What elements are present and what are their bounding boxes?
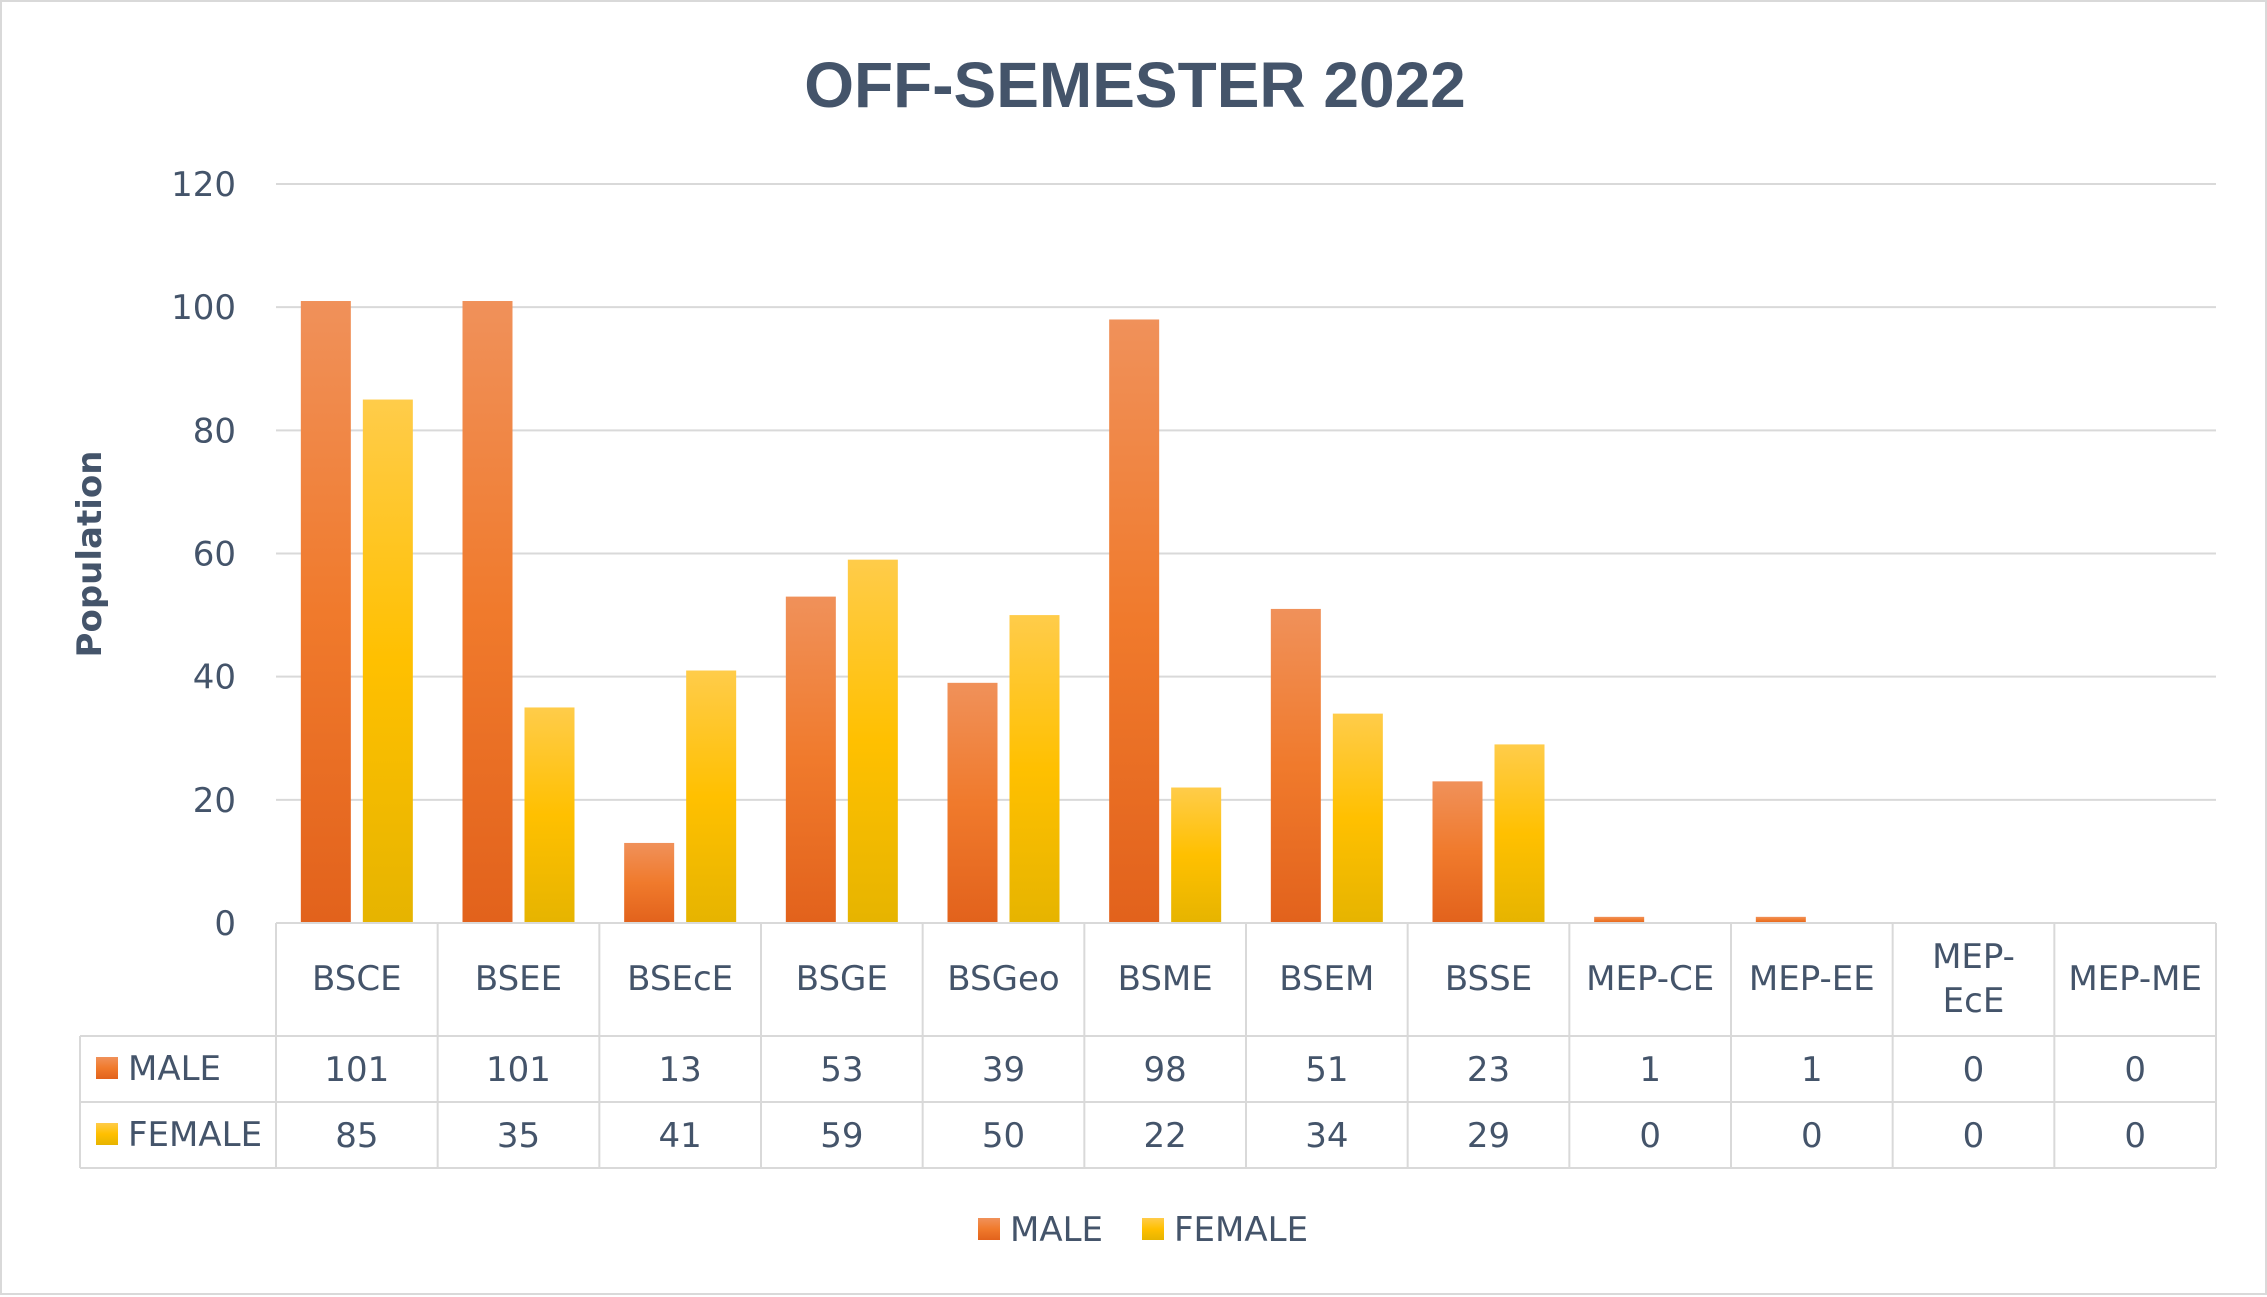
- table-cell-value: 98: [1144, 1050, 1187, 1090]
- bars: [300, 301, 1806, 924]
- table-series-label: MALE: [128, 1049, 221, 1089]
- bar-male: [1270, 608, 1321, 923]
- y-axis-label: Population: [70, 451, 110, 658]
- table-cell-value: 0: [2124, 1050, 2146, 1090]
- table-cell-value: 51: [1305, 1050, 1348, 1090]
- table-legend-key-male: [96, 1057, 118, 1079]
- bar-male: [624, 842, 675, 923]
- y-axis-ticks: 0 20 40 60 80 100 120: [171, 165, 236, 944]
- y-tick-label: 120: [171, 165, 236, 205]
- y-tick-label: 40: [193, 658, 236, 698]
- legend-key-female: [1142, 1218, 1164, 1240]
- bar-female: [1494, 744, 1545, 923]
- table-cell-value: 0: [1963, 1050, 1985, 1090]
- x-tick-label: BSGeo: [947, 959, 1059, 999]
- legend-label-male: MALE: [1010, 1210, 1103, 1250]
- bar-female: [1009, 615, 1060, 923]
- gridlines: [276, 183, 2216, 924]
- bar-male: [462, 301, 513, 924]
- bar-female: [362, 399, 413, 924]
- legend-key-male: [978, 1218, 1000, 1240]
- y-tick-label: 20: [193, 781, 236, 821]
- y-tick-label: 0: [214, 904, 236, 944]
- table-cell-value: 0: [2124, 1116, 2146, 1156]
- table-series-label: FEMALE: [128, 1115, 262, 1155]
- x-tick-label: BSGE: [796, 959, 888, 999]
- table-cell-value: 53: [820, 1050, 863, 1090]
- x-tick-label: BSEE: [475, 959, 562, 999]
- bar-male: [1594, 916, 1645, 923]
- data-table: BSCE BSEE BSEcE BSGE BSGeo BSME BSEM BSSE MEP-CE…: [79, 922, 2217, 1169]
- table-cell-value: 101: [324, 1050, 389, 1090]
- table-cell-value: 41: [659, 1116, 702, 1156]
- table-cell-value: 23: [1467, 1050, 1510, 1090]
- table-cell-value: 39: [982, 1050, 1025, 1090]
- table-cell-value: 1: [1639, 1050, 1661, 1090]
- bar-male: [785, 596, 836, 923]
- table-cell-value: 1: [1801, 1050, 1823, 1090]
- chart-title: OFF-SEMESTER 2022: [804, 49, 1466, 121]
- bar-female: [686, 670, 737, 923]
- bar-male: [947, 682, 998, 923]
- x-tick-label: BSCE: [312, 959, 402, 999]
- table-cell-value: 13: [659, 1050, 702, 1090]
- bar-male: [1109, 319, 1160, 923]
- legend-label-female: FEMALE: [1174, 1210, 1308, 1250]
- y-tick-label: 80: [193, 411, 236, 451]
- table-cell-value: 101: [486, 1050, 551, 1090]
- y-tick-label: 60: [193, 535, 236, 575]
- bar-male: [300, 301, 351, 924]
- bar-female: [524, 707, 575, 923]
- x-tick-label: BSSE: [1445, 959, 1532, 999]
- bar-female: [847, 559, 898, 923]
- table-cell-value: 50: [982, 1116, 1025, 1156]
- bar-female: [1171, 787, 1222, 923]
- x-tick-label: BSEM: [1279, 959, 1374, 999]
- table-cell-value: 85: [335, 1116, 378, 1156]
- table-cell-value: 0: [1801, 1116, 1823, 1156]
- x-tick-label: MEP-EE: [1749, 959, 1875, 999]
- table-cell-value: 34: [1305, 1116, 1348, 1156]
- bar-female: [1332, 713, 1383, 923]
- x-tick-label: MEP-CE: [1586, 959, 1714, 999]
- bar-male: [1755, 916, 1806, 923]
- table-cell-value: 0: [1639, 1116, 1661, 1156]
- y-tick-label: 100: [171, 288, 236, 328]
- table-cell-value: 59: [820, 1116, 863, 1156]
- x-tick-label: BSME: [1118, 959, 1213, 999]
- x-tick-label: MEP-EcE: [1932, 937, 2015, 1021]
- table-cell-value: 29: [1467, 1116, 1510, 1156]
- x-tick-label: BSEcE: [627, 959, 733, 999]
- table-cell-value: 22: [1144, 1116, 1187, 1156]
- table-legend-key-female: [96, 1123, 118, 1145]
- table-cell-value: 35: [497, 1116, 540, 1156]
- legend: MALE FEMALE: [978, 1210, 1308, 1250]
- x-tick-label: MEP-ME: [2068, 959, 2202, 999]
- table-cell-value: 0: [1963, 1116, 1985, 1156]
- bar-male: [1432, 781, 1483, 923]
